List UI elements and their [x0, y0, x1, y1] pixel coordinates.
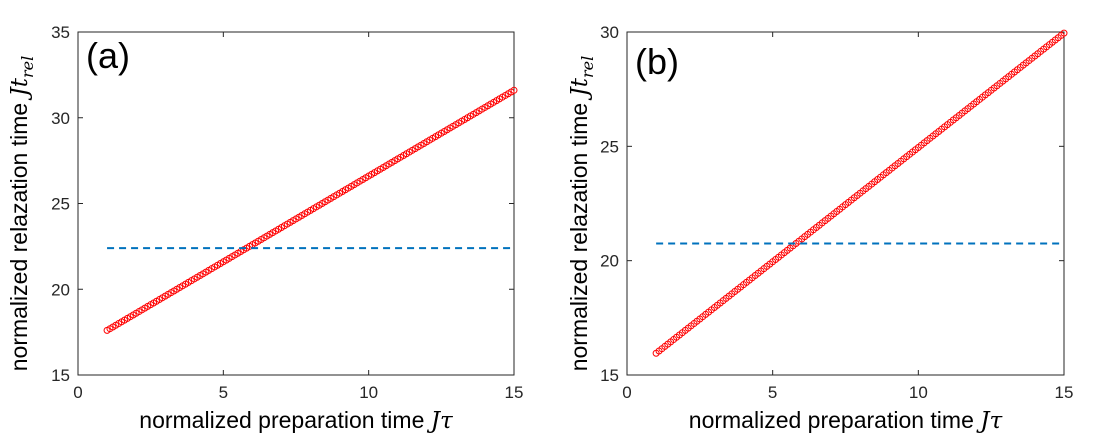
x-axis-label: normalized preparation time Jτ [139, 407, 454, 433]
y-tick-label: 25 [51, 195, 70, 214]
y-tick-label: 25 [600, 137, 619, 156]
y-tick-label: 30 [600, 23, 619, 42]
x-tick-label: 5 [768, 383, 777, 402]
y-axis-label-subscript: rel [578, 56, 597, 78]
axes-frame [626, 31, 1065, 376]
y-tick-label: 15 [51, 366, 70, 385]
y-axis-label-text: normalized relazation time [6, 96, 32, 371]
data-point [1060, 29, 1068, 37]
y-axis-label: normalized relazation time Jtrel [566, 56, 597, 372]
y-axis-label-math: Jt [7, 77, 33, 100]
y-tick-label: 15 [600, 366, 619, 385]
y-axis-label: normalized relazation time Jtrel [6, 56, 37, 372]
x-tick-label: 10 [909, 383, 928, 402]
y-tick-label: 30 [51, 109, 70, 128]
y-axis-label-math: Jt [567, 77, 593, 100]
marker-series [103, 86, 518, 334]
x-tick-label: 15 [1055, 383, 1074, 402]
x-axis-label: normalized preparation time Jτ [689, 407, 1004, 433]
axes-frame [77, 31, 515, 376]
x-axis-label-math: Jτ [427, 408, 454, 433]
x-tick-label: 0 [622, 383, 631, 402]
y-axis-label-text: normalized relazation time [566, 96, 592, 371]
x-axis-label-text: normalized preparation time [139, 407, 430, 433]
marker-series [652, 29, 1068, 357]
x-tick-label: 0 [73, 383, 82, 402]
y-tick-label: 20 [51, 280, 70, 299]
panel-label: (a) [86, 35, 130, 76]
x-tick-label: 15 [505, 383, 524, 402]
y-axis-label-subscript: rel [18, 56, 37, 78]
y-tick-label: 35 [51, 23, 70, 42]
y-tick-label: 20 [600, 252, 619, 271]
x-tick-label: 10 [359, 383, 378, 402]
data-point [510, 86, 518, 94]
panel-b: 0 5 10 15 15 20 25 30 (b) normalized preparation … [566, 23, 1073, 433]
x-axis-label-text: normalized preparation time [689, 407, 980, 433]
x-axis-label-math: Jτ [976, 408, 1003, 433]
x-tick-label: 5 [219, 383, 228, 402]
panel-a: 0 5 10 15 15 20 25 30 35 (a) normalized preparatio… [6, 23, 523, 433]
panel-label: (b) [635, 41, 679, 82]
